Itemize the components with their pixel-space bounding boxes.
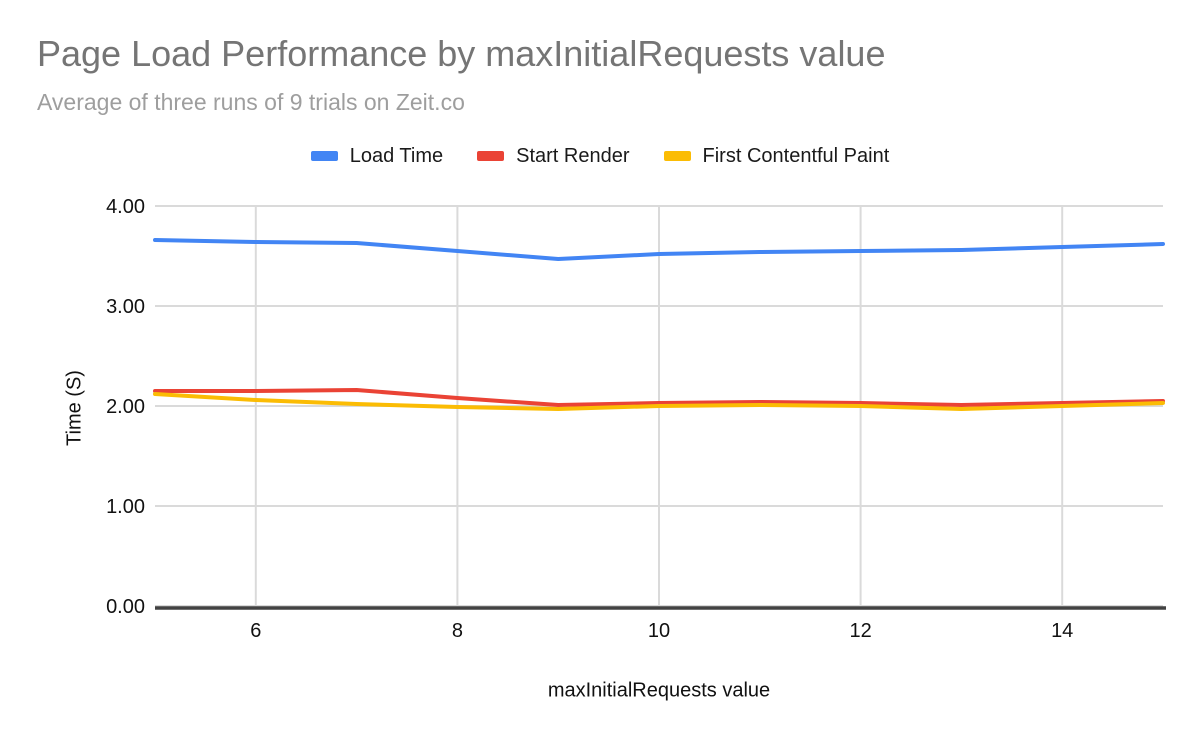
x-tick-label: 10 xyxy=(648,620,670,642)
series-line-first-contentful-paint xyxy=(153,392,1165,411)
chart-subtitle: Average of three runs of 9 trials on Zei… xyxy=(37,89,465,115)
first-contentful-paint-swatch-icon xyxy=(663,151,691,161)
start-render-swatch-icon xyxy=(477,151,505,161)
legend-item-first-contentful-paint: First Contentful Paint xyxy=(663,144,890,168)
y-tick-label: 4.00 xyxy=(106,196,145,218)
legend-label: Load Time xyxy=(349,144,444,167)
x-tick-label: 14 xyxy=(1051,620,1073,642)
legend: Load Time Start Render First Contentful … xyxy=(0,144,1200,168)
y-tick-label: 2.00 xyxy=(106,396,145,418)
y-tick-label: 1.00 xyxy=(106,496,145,518)
y-tick-label: 0.00 xyxy=(106,596,145,618)
x-axis-title: maxInitialRequests value xyxy=(547,679,771,702)
chart-title: Page Load Performance by maxInitialReque… xyxy=(37,33,886,74)
x-tick-label: 8 xyxy=(452,620,463,642)
legend-label: First Contentful Paint xyxy=(702,144,890,167)
x-tick-label: 12 xyxy=(849,620,871,642)
y-tick-label: 3.00 xyxy=(106,296,145,318)
x-tick-label: 6 xyxy=(250,620,261,642)
legend-label: Start Render xyxy=(516,144,630,167)
legend-item-start-render: Start Render xyxy=(477,144,630,168)
series-line-start-render xyxy=(153,388,1165,407)
load-time-swatch-icon xyxy=(310,151,338,161)
series-line-load-time xyxy=(153,238,1165,261)
legend-item-load-time: Load Time xyxy=(310,144,444,168)
